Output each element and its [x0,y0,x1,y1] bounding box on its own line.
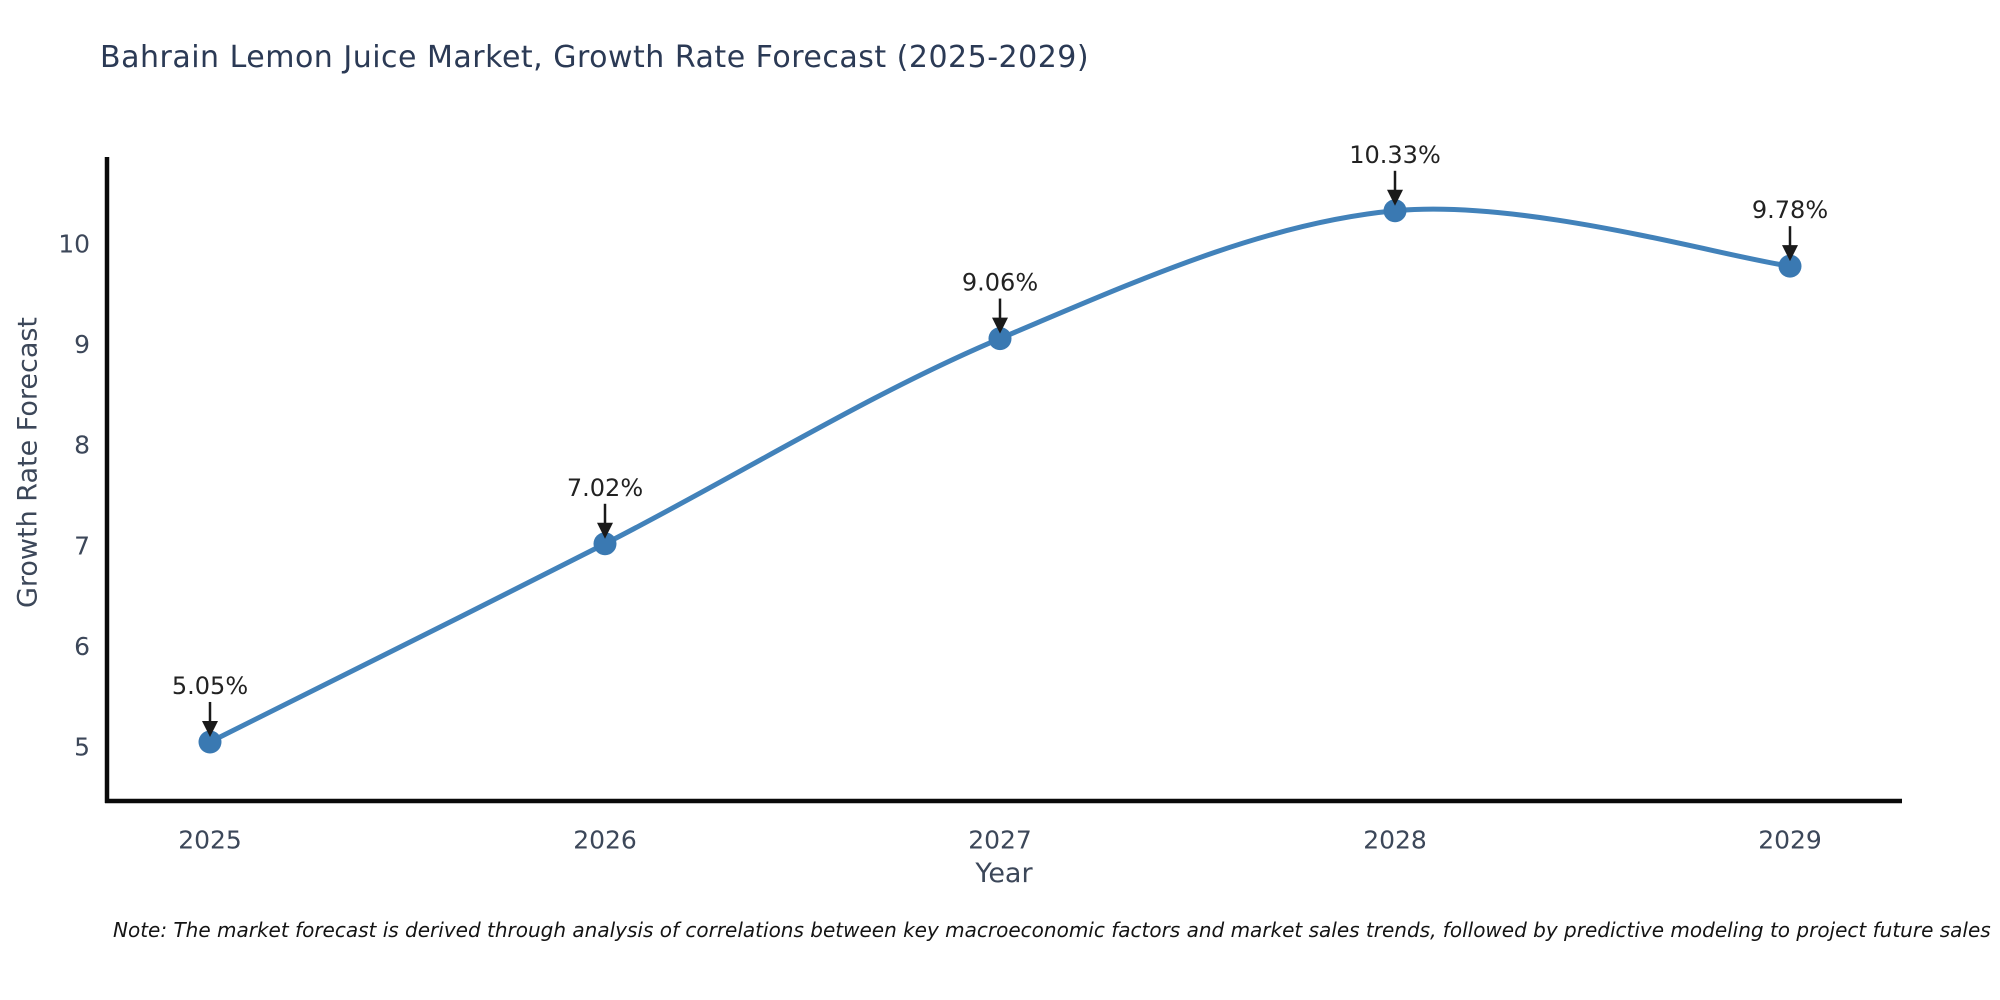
data-point-label: 9.78% [1752,196,1828,224]
data-point-marker [1383,199,1407,223]
data-point-label: 10.33% [1349,141,1441,169]
y-tick-label: 10 [58,230,90,259]
chart-title: Bahrain Lemon Juice Market, Growth Rate … [100,40,1090,75]
footnote: Note: The market forecast is derived thr… [113,918,1991,942]
data-point-label: 7.02% [567,474,643,502]
y-tick-label: 8 [74,431,90,460]
data-point-marker [1778,254,1802,278]
annotation-arrow-head [597,522,613,539]
x-tick-label: 2025 [178,825,242,854]
data-point-marker [988,327,1012,351]
x-axis-title: Year [975,858,1033,889]
y-tick-label: 5 [74,733,90,762]
data-point-marker [593,532,617,556]
y-tick-label: 6 [74,632,90,661]
annotation-arrow-head [1782,245,1798,262]
x-tick-label: 2028 [1363,825,1427,854]
x-tick-label: 2029 [1758,825,1822,854]
y-tick-label: 9 [74,330,90,359]
data-point-label: 5.05% [172,672,248,700]
annotation-arrow-head [1387,189,1403,206]
annotation-arrow-head [992,317,1008,334]
x-tick-label: 2027 [968,825,1032,854]
x-tick-label: 2026 [573,825,637,854]
data-point-label: 9.06% [962,269,1038,297]
y-tick-label: 7 [74,531,90,560]
annotation-arrow-head [202,720,218,737]
data-point-marker [198,730,222,754]
y-axis-title: Growth Rate Forecast [12,316,44,609]
